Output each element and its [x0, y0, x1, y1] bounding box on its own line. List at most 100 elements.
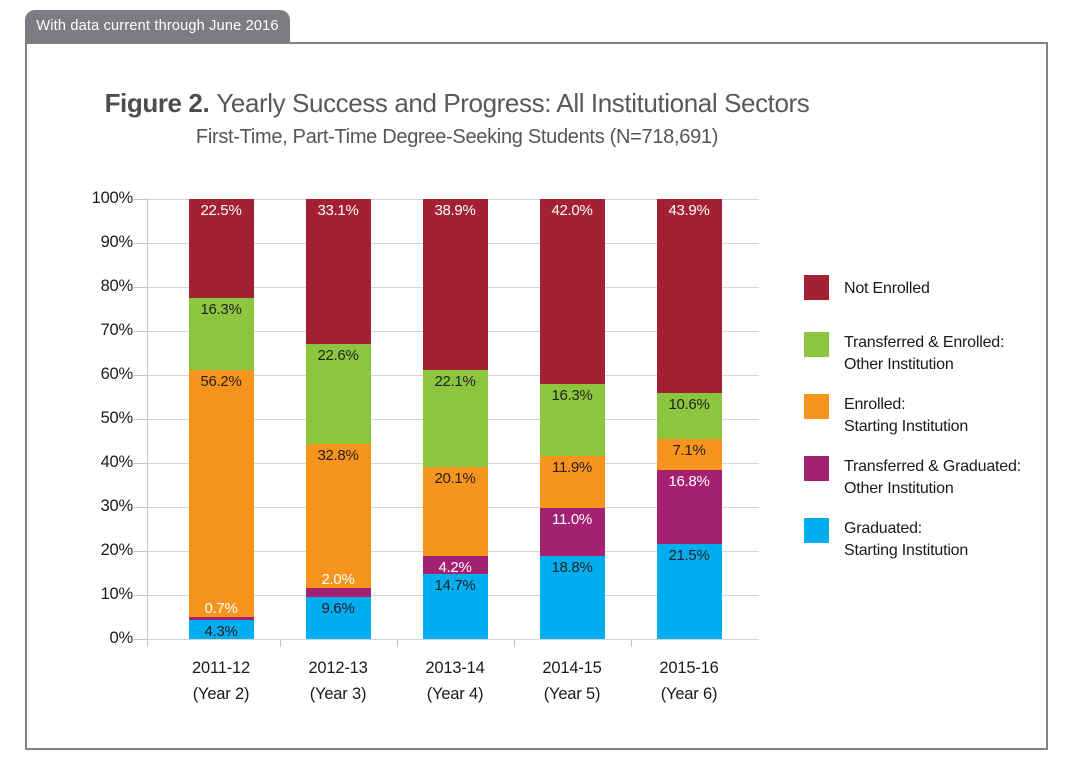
y-axis-tick: [134, 594, 147, 596]
x-axis-label-line: (Year 3): [309, 685, 367, 703]
segment-value-label: 22.5%: [200, 202, 242, 219]
legend-label-line: Graduated:: [844, 520, 923, 537]
bar-segment: 4.2%: [422, 555, 488, 576]
segment-value-label: 11.9%: [552, 458, 592, 476]
y-axis-tick-label: 90%: [100, 233, 134, 251]
bar-segment: 16.3%: [188, 298, 254, 370]
x-axis-tick: [396, 639, 398, 647]
bar-segment: 20.1%: [422, 467, 488, 556]
segment-value-label: 16.3%: [551, 386, 593, 404]
x-axis-category-label: 2011-12 (Year 2): [166, 655, 276, 707]
legend-label-line: Transferred & Enrolled:: [844, 334, 1005, 351]
legend-label: Graduated: Starting Institution: [844, 518, 1034, 561]
figure-frame: Figure 2. Yearly Success and Progress: Al…: [25, 42, 1048, 750]
bar-segment: 42.0%: [539, 199, 605, 384]
x-axis-label-line: 2014-15: [542, 659, 602, 677]
y-axis-tick: [134, 462, 147, 464]
bar-segment: 32.8%: [305, 443, 371, 588]
bar-segment: 22.5%: [188, 199, 254, 298]
bar-segment: 7.1%: [656, 439, 722, 471]
y-axis-tick: [134, 638, 147, 640]
y-axis-tick: [134, 550, 147, 552]
legend-label-line: Starting Institution: [844, 541, 969, 559]
x-axis-label-line: (Year 4): [426, 685, 484, 703]
y-axis-tick: [134, 242, 147, 244]
legend-label-line: Starting Institution: [844, 417, 969, 435]
legend-swatch: [804, 518, 829, 543]
y-axis-tick-label: 10%: [100, 585, 134, 603]
segment-value-label: 0.7%: [204, 600, 238, 617]
bar-segment: 16.3%: [539, 383, 605, 456]
segment-value-label: 10.6%: [668, 395, 710, 413]
x-axis-label-line: (Year 2): [192, 685, 250, 703]
segment-value-label: 4.3%: [204, 623, 238, 641]
segment-value-label: 16.3%: [200, 301, 242, 318]
bar-segment: 43.9%: [656, 199, 722, 393]
plot-area: 0% 10% 20% 30% 40% 50% 60% 70% 80% 90% 100% 4.3% 0.7…: [92, 189, 759, 703]
y-axis-tick-label: 70%: [100, 321, 134, 339]
segment-value-label: 11.0%: [552, 510, 592, 528]
legend-label-line: Other Institution: [844, 355, 954, 373]
data-currency-banner: With data current through June 2016: [25, 10, 290, 42]
legend-swatch: [804, 394, 829, 419]
y-axis-tick-label: 30%: [100, 497, 134, 515]
bar-segment: 11.9%: [539, 455, 605, 508]
segment-value-label: 56.2%: [200, 372, 242, 390]
legend-label: Not Enrolled: [844, 278, 1034, 300]
bar-segment: 22.1%: [422, 370, 488, 468]
segment-value-label: 14.7%: [434, 577, 476, 595]
x-axis-category-label: 2012-13 (Year 3): [283, 655, 393, 707]
x-axis-label-line: 2013-14: [425, 659, 485, 677]
y-axis-tick: [134, 286, 147, 288]
segment-value-label: 7.1%: [672, 442, 706, 460]
gridline: [147, 638, 759, 640]
y-axis-tick-label: 20%: [100, 541, 134, 559]
segment-value-label: 33.1%: [317, 201, 359, 219]
y-axis-tick: [134, 374, 147, 376]
bar-segment: 0.7%: [188, 601, 254, 621]
y-axis-tick-label: 50%: [100, 409, 134, 427]
legend-label: Transferred & Enrolled: Other Institution: [844, 332, 1034, 375]
bar-segment: 10.6%: [656, 392, 722, 440]
segment-value-label: 9.6%: [321, 599, 355, 617]
bar-segment: 18.8%: [539, 556, 605, 639]
figure-title-text: Yearly Success and Progress: All Institu…: [216, 88, 810, 118]
figure-number: Figure 2.: [104, 88, 210, 118]
x-axis-category-label: 2014-15 (Year 5): [517, 655, 627, 707]
y-axis-tick-label: 60%: [100, 365, 134, 383]
banner-label: With data current through June 2016: [36, 18, 279, 34]
bar-segment: 4.3%: [188, 620, 254, 641]
bar-segment: 14.7%: [422, 574, 488, 639]
figure-title: Figure 2. Yearly Success and Progress: Al…: [27, 88, 887, 119]
y-axis-tick-label: 80%: [100, 277, 134, 295]
x-axis-label-line: 2015-16: [659, 659, 719, 677]
legend-label-line: Other Institution: [844, 479, 954, 497]
y-axis-tick-label: 0%: [109, 629, 134, 647]
segment-value-label: 22.1%: [434, 373, 476, 391]
legend-label-line: Enrolled:: [844, 396, 906, 413]
legend-swatch: [804, 456, 829, 481]
legend-swatch: [804, 275, 829, 300]
y-axis-tick-label: 40%: [100, 453, 134, 471]
segment-value-label: 18.8%: [551, 559, 593, 577]
x-axis-tick: [630, 639, 632, 647]
y-axis-line: [147, 199, 148, 647]
x-axis-label-line: (Year 6): [660, 685, 718, 703]
bar-segment: 11.0%: [539, 507, 605, 557]
bar-segment: 16.8%: [656, 470, 722, 545]
segment-value-label: 16.8%: [668, 473, 710, 491]
segment-value-label: 22.6%: [317, 347, 359, 365]
segment-value-label: 42.0%: [551, 202, 593, 219]
legend-label-line: Not Enrolled: [844, 280, 930, 297]
legend-label: Transferred & Graduated: Other Institutio…: [844, 456, 1034, 499]
x-axis-tick: [513, 639, 515, 647]
x-axis-label-line: 2012-13: [308, 659, 368, 677]
segment-value-label: 2.0%: [321, 570, 355, 588]
bar-segment: 2.0%: [305, 571, 371, 597]
segment-value-label: 32.8%: [317, 446, 359, 464]
x-axis-category-label: 2013-14 (Year 4): [400, 655, 510, 707]
legend-label: Enrolled: Starting Institution: [844, 394, 1034, 437]
segment-value-label: 4.2%: [438, 558, 472, 576]
figure-title-block: Figure 2. Yearly Success and Progress: Al…: [27, 88, 887, 149]
legend-label-line: Transferred & Graduated:: [844, 458, 1021, 475]
